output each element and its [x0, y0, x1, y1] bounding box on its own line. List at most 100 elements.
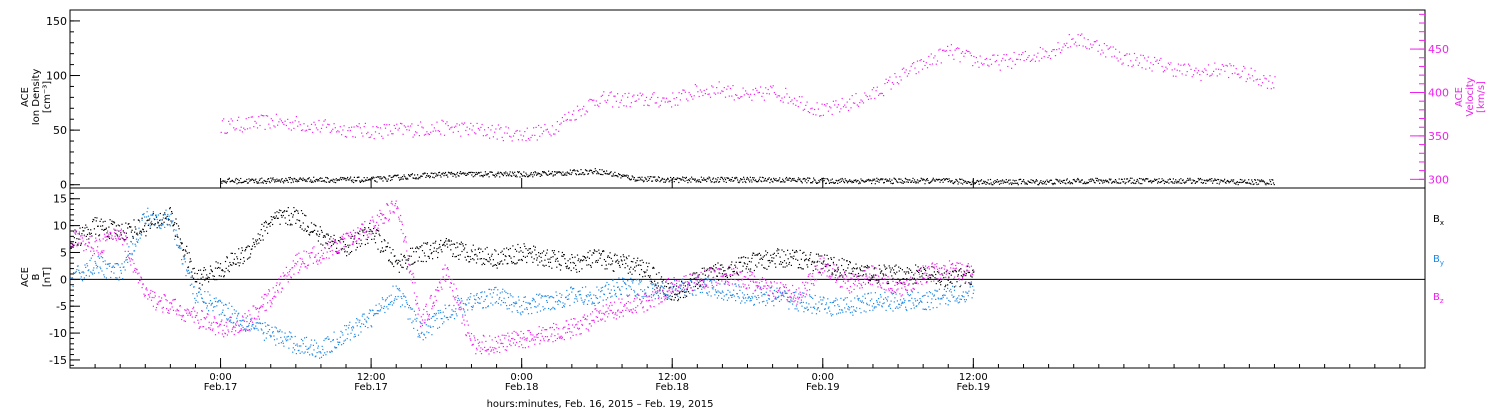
- density-point: [877, 178, 879, 180]
- bx-point: [214, 267, 217, 269]
- density-point: [693, 178, 695, 180]
- density-point: [262, 182, 264, 184]
- bx-point: [900, 282, 902, 284]
- velocity-point: [800, 101, 802, 104]
- bx-point: [689, 284, 691, 286]
- bx-point: [112, 223, 114, 225]
- bx-point: [754, 254, 756, 256]
- bx-point: [829, 264, 831, 267]
- density-point: [715, 181, 718, 183]
- by-point: [795, 291, 797, 293]
- by-point: [696, 283, 698, 285]
- bx-point: [373, 238, 375, 240]
- density-point: [591, 171, 593, 173]
- density-point: [925, 180, 927, 182]
- density-point: [1045, 183, 1047, 185]
- velocity-point: [994, 61, 996, 63]
- bx-point: [740, 257, 742, 259]
- by-point: [610, 289, 612, 291]
- bx-point: [536, 257, 538, 259]
- density-point: [1199, 178, 1201, 180]
- density-point: [593, 171, 595, 173]
- velocity-point: [549, 133, 551, 135]
- velocity-point: [1263, 75, 1265, 77]
- bx-point: [353, 238, 355, 240]
- by-point: [696, 276, 698, 278]
- density-point: [1111, 182, 1113, 184]
- by-point: [559, 301, 562, 303]
- density-point: [1271, 179, 1273, 181]
- velocity-point: [1224, 70, 1226, 72]
- bx-point: [447, 240, 449, 242]
- by-point: [708, 278, 710, 280]
- by-point: [236, 317, 238, 319]
- density-point: [1107, 181, 1109, 183]
- density-point: [998, 183, 1001, 185]
- velocity-point: [1174, 68, 1176, 70]
- by-point: [297, 345, 299, 347]
- bx-point: [87, 228, 89, 231]
- velocity-point: [1110, 46, 1112, 48]
- by-point: [443, 321, 445, 323]
- density-point: [418, 176, 420, 178]
- density-point: [1239, 181, 1241, 183]
- by-point: [490, 289, 493, 291]
- by-point: [637, 278, 639, 281]
- bx-point: [719, 264, 722, 266]
- bx-point: [931, 274, 934, 276]
- bx-point: [166, 215, 168, 217]
- bx-point: [438, 247, 440, 249]
- bx-point: [749, 270, 751, 272]
- velocity-point: [637, 94, 639, 96]
- by-point: [821, 303, 823, 305]
- density-point: [620, 177, 622, 179]
- density-point: [280, 179, 282, 181]
- density-point: [785, 178, 787, 180]
- bx-point: [159, 212, 161, 215]
- by-point: [726, 293, 728, 295]
- by-point: [313, 349, 315, 351]
- by-point: [430, 317, 432, 319]
- by-point: [758, 297, 760, 299]
- bx-point: [597, 259, 599, 261]
- bx-point: [539, 261, 541, 263]
- density-point: [375, 176, 377, 178]
- density-point: [1213, 179, 1215, 182]
- bx-point: [319, 226, 321, 228]
- bx-point: [412, 263, 414, 265]
- bx-point: [713, 269, 715, 271]
- velocity-point: [229, 123, 231, 125]
- by-point: [625, 288, 627, 290]
- by-point: [348, 324, 350, 326]
- density-point: [679, 178, 681, 180]
- by-point: [554, 301, 557, 303]
- density-point: [461, 172, 463, 175]
- by-point: [768, 298, 770, 300]
- density-point: [650, 176, 652, 178]
- by-point: [365, 320, 367, 322]
- by-point: [647, 286, 649, 288]
- bx-point: [883, 264, 885, 266]
- velocity-point: [428, 133, 430, 136]
- velocity-point: [313, 121, 315, 123]
- density-point: [1265, 184, 1267, 186]
- density-point: [372, 176, 374, 178]
- by-point: [847, 306, 850, 308]
- density-point: [1259, 181, 1261, 183]
- density-point: [695, 181, 697, 183]
- bx-point: [418, 256, 420, 258]
- bx-point: [652, 267, 654, 269]
- density-point: [1000, 182, 1002, 184]
- density-point: [356, 180, 358, 182]
- bx-point: [344, 244, 346, 246]
- velocity-point: [500, 127, 502, 129]
- by-point: [162, 224, 164, 226]
- bx-point: [189, 261, 191, 263]
- bx-point: [909, 279, 911, 281]
- bx-point: [849, 262, 851, 264]
- bx-point: [699, 284, 701, 286]
- density-point: [1036, 180, 1038, 182]
- by-point: [466, 299, 468, 301]
- density-point: [931, 179, 934, 181]
- bx-point: [475, 253, 477, 255]
